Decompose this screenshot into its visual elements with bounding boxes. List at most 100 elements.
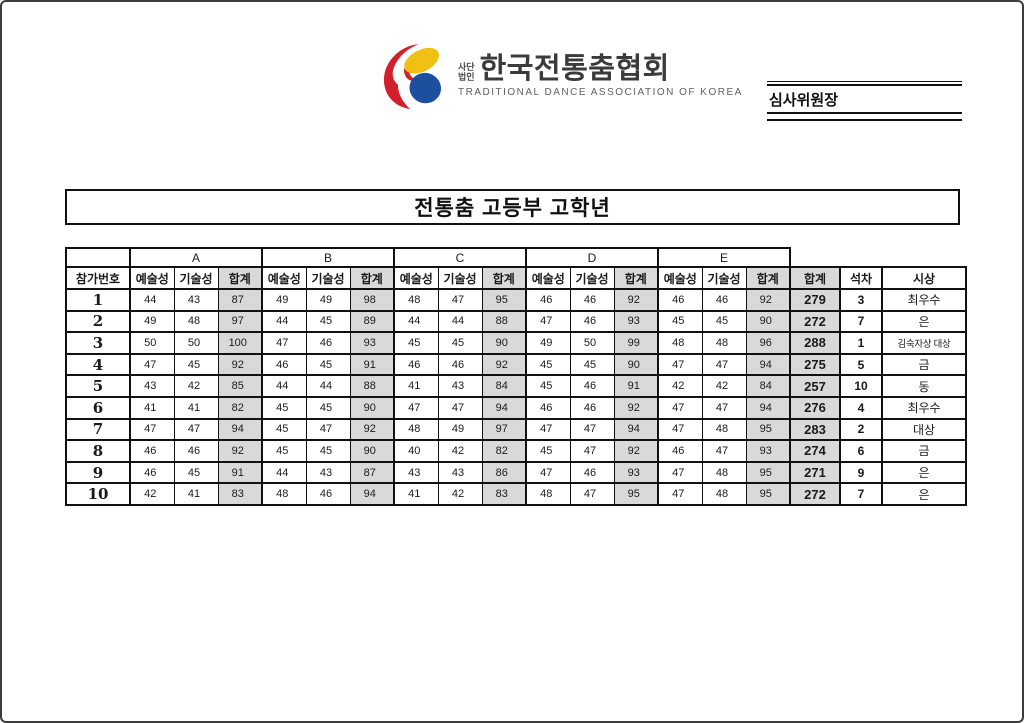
technique-score-cell: 46 xyxy=(569,288,615,312)
judge-e-header: E xyxy=(657,247,791,268)
award-cell: 은 xyxy=(881,460,967,485)
grand-total-cell: 288 xyxy=(789,331,841,355)
event-title: 전통춤 고등부 고학년 xyxy=(414,197,611,220)
judge-subtotal-cell: 88 xyxy=(481,309,527,334)
technique-score-cell: 42 xyxy=(437,439,483,463)
logo-text-block: 사단 법인 한국전통춤협회 TRADITIONAL DANCE ASSOCIAT… xyxy=(458,42,743,99)
technique-score-cell: 48 xyxy=(173,309,219,334)
technique-score-cell: 45 xyxy=(701,309,747,334)
technique-header: 기술성 xyxy=(569,266,615,290)
table-row: 4 47 45 92 46 45 91 46 46 92 45 45 90 47 47 94 275 5 금 xyxy=(65,352,967,377)
artistry-score-cell: 43 xyxy=(393,460,439,485)
rank-cell: 9 xyxy=(839,460,883,485)
judge-subtotal-cell: 92 xyxy=(613,288,659,312)
artistry-score-cell: 48 xyxy=(261,482,307,506)
participant-number-cell: 2 xyxy=(65,309,131,334)
technique-score-cell: 47 xyxy=(173,417,219,442)
participant-number-cell: 8 xyxy=(65,439,131,463)
technique-score-cell: 43 xyxy=(437,374,483,398)
judge-subtotal-cell: 90 xyxy=(481,331,527,355)
technique-score-cell: 47 xyxy=(569,482,615,506)
logo-legal-prefix: 사단 법인 xyxy=(458,61,475,83)
artistry-score-cell: 47 xyxy=(525,417,571,442)
technique-score-cell: 46 xyxy=(437,352,483,377)
artistry-score-cell: 49 xyxy=(525,331,571,355)
judge-subtotal-cell: 90 xyxy=(349,439,395,463)
judge-subtotal-cell: 94 xyxy=(481,395,527,420)
table-row: 6 41 41 82 45 45 90 47 47 94 46 46 92 47 47 94 276 4 최우수 xyxy=(65,395,967,420)
artistry-score-cell: 44 xyxy=(261,460,307,485)
score-table: A B C D E 참가번호 예술성 기술성 합계 예술성 기술성 합계 예술성… xyxy=(65,247,967,506)
artistry-score-cell: 42 xyxy=(657,374,703,398)
judge-subtotal-cell: 92 xyxy=(613,395,659,420)
judge-subtotal-cell: 95 xyxy=(481,288,527,312)
rank-cell: 5 xyxy=(839,352,883,377)
participant-number-cell: 10 xyxy=(65,482,131,506)
technique-score-cell: 49 xyxy=(305,288,351,312)
technique-score-cell: 47 xyxy=(569,417,615,442)
technique-score-cell: 41 xyxy=(173,482,219,506)
grand-total-cell: 279 xyxy=(789,288,841,312)
artistry-score-cell: 47 xyxy=(657,482,703,506)
judge-subtotal-cell: 94 xyxy=(745,352,791,377)
judge-subtotal-cell: 92 xyxy=(613,439,659,463)
judge-subtotal-cell: 91 xyxy=(217,460,263,485)
judge-subtotal-cell: 93 xyxy=(613,460,659,485)
technique-score-cell: 44 xyxy=(305,374,351,398)
technique-score-cell: 45 xyxy=(173,460,219,485)
artistry-score-cell: 45 xyxy=(657,309,703,334)
technique-score-cell: 48 xyxy=(701,460,747,485)
grand-total-header: 합계 xyxy=(789,266,841,290)
artistry-score-cell: 41 xyxy=(393,374,439,398)
technique-header: 기술성 xyxy=(701,266,747,290)
technique-score-cell: 50 xyxy=(569,331,615,355)
rank-cell: 7 xyxy=(839,309,883,334)
judge-b-header: B xyxy=(261,247,395,268)
technique-score-cell: 42 xyxy=(173,374,219,398)
participant-number-header: 참가번호 xyxy=(65,266,131,290)
judge-subtotal-cell: 92 xyxy=(217,352,263,377)
judge-subtotal-cell: 93 xyxy=(613,309,659,334)
signature-line-under-label xyxy=(767,112,962,114)
artistry-score-cell: 47 xyxy=(525,460,571,485)
judge-subtotal-cell: 94 xyxy=(217,417,263,442)
table-row: 2 49 48 97 44 45 89 44 44 88 47 46 93 45 45 90 272 7 은 xyxy=(65,309,967,334)
artistry-score-cell: 47 xyxy=(129,352,175,377)
subtotal-header: 합계 xyxy=(613,266,659,290)
grand-total-cell: 271 xyxy=(789,460,841,485)
award-cell: 은 xyxy=(881,482,967,506)
judge-subtotal-cell: 86 xyxy=(481,460,527,485)
event-title-box: 전통춤 고등부 고학년 xyxy=(65,189,960,225)
participant-number-cell: 9 xyxy=(65,460,131,485)
artistry-score-cell: 47 xyxy=(525,309,571,334)
technique-score-cell: 46 xyxy=(173,439,219,463)
empty-header-area xyxy=(790,248,966,267)
table-row: 7 47 47 94 45 47 92 48 49 97 47 47 94 47 48 95 283 2 대상 xyxy=(65,417,967,442)
technique-header: 기술성 xyxy=(173,266,219,290)
judge-subtotal-cell: 90 xyxy=(745,309,791,334)
artistry-score-cell: 44 xyxy=(261,374,307,398)
grand-total-cell: 272 xyxy=(789,482,841,506)
judge-c-header: C xyxy=(393,247,527,268)
award-cell: 대상 xyxy=(881,417,967,442)
artistry-score-cell: 48 xyxy=(393,288,439,312)
technique-score-cell: 48 xyxy=(701,417,747,442)
judge-subtotal-cell: 94 xyxy=(613,417,659,442)
technique-score-cell: 45 xyxy=(437,331,483,355)
judge-subtotal-cell: 89 xyxy=(349,309,395,334)
judge-subtotal-cell: 90 xyxy=(349,395,395,420)
judge-subtotal-cell: 95 xyxy=(745,460,791,485)
artistry-score-cell: 44 xyxy=(129,288,175,312)
artistry-header: 예술성 xyxy=(525,266,571,290)
artistry-score-cell: 46 xyxy=(657,288,703,312)
table-row: 1 44 43 87 49 49 98 48 47 95 46 46 92 46 46 92 279 3 최우수 xyxy=(65,288,967,312)
artistry-score-cell: 46 xyxy=(129,460,175,485)
technique-score-cell: 45 xyxy=(305,439,351,463)
technique-score-cell: 43 xyxy=(437,460,483,485)
technique-score-cell: 45 xyxy=(305,309,351,334)
organization-name-english: TRADITIONAL DANCE ASSOCIATION OF KOREA xyxy=(458,87,743,99)
artistry-score-cell: 40 xyxy=(393,439,439,463)
technique-score-cell: 47 xyxy=(305,417,351,442)
artistry-score-cell: 46 xyxy=(393,352,439,377)
award-cell: 금 xyxy=(881,439,967,463)
